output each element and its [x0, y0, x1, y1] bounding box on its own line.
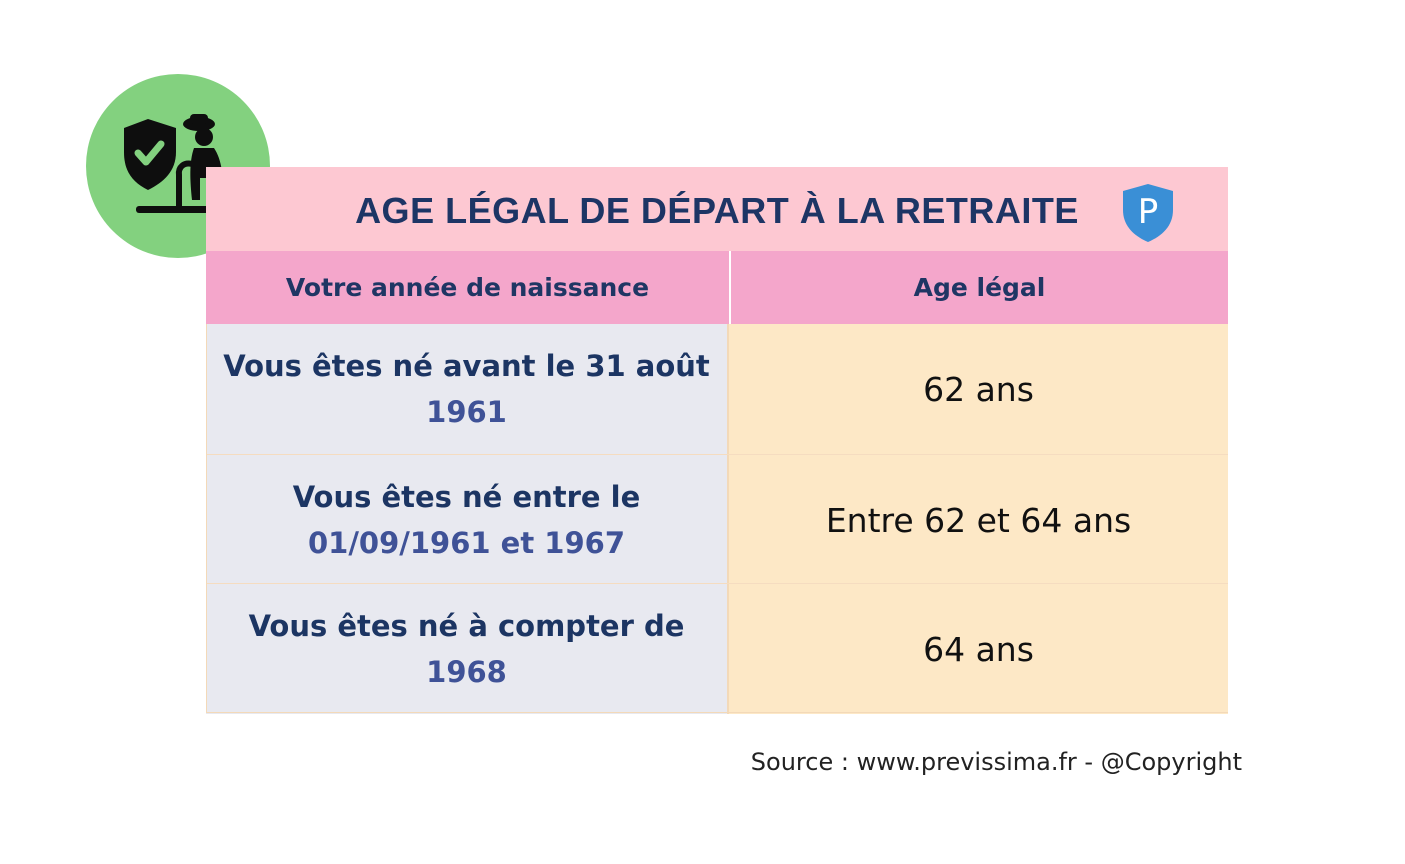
retirement-age-table: AGE LÉGAL DE DÉPART À LA RETRAITE Votre … — [206, 167, 1228, 714]
previssima-logo: P — [1120, 182, 1176, 244]
birth-text: Vous êtes né avant le 31 août — [223, 349, 710, 383]
birth-cell: Vous êtes né à compter de 1968 — [206, 584, 729, 714]
birth-cell: Vous êtes né avant le 31 août 1961 — [206, 324, 729, 454]
p-shield-icon: P — [1123, 184, 1173, 242]
legal-age-cell: 64 ans — [729, 584, 1228, 714]
table-row: Vous êtes né à compter de 1968 64 ans — [206, 583, 1228, 714]
badge-circle — [86, 74, 270, 258]
birth-text: Vous êtes né à compter de — [248, 609, 685, 643]
birth-text: Vous êtes né entre le — [292, 480, 641, 514]
legal-age-cell: 62 ans — [729, 324, 1228, 454]
table-header-row: Votre année de naissance Age légal — [206, 251, 1228, 324]
header-legal-age: Age légal — [913, 273, 1046, 302]
legal-age-cell: Entre 62 et 64 ans — [729, 455, 1228, 585]
table-row: Vous êtes né entre le 01/09/1961 et 1967… — [206, 454, 1228, 585]
title-bar: AGE LÉGAL DE DÉPART À LA RETRAITE — [206, 167, 1228, 251]
birth-cell: Vous êtes né entre le 01/09/1961 et 1967 — [206, 455, 729, 585]
table-row: Vous êtes né avant le 31 août 1961 62 an… — [206, 324, 1228, 454]
birth-highlight: 01/09/1961 et 1967 — [307, 526, 626, 560]
logo-letter: P — [1138, 192, 1159, 232]
birth-highlight: 1968 — [426, 655, 507, 689]
birth-highlight: 1961 — [426, 395, 507, 429]
retiree-shield-icon — [124, 114, 230, 213]
page-title: AGE LÉGAL DE DÉPART À LA RETRAITE — [355, 190, 1079, 231]
header-birth-year: Votre année de naissance — [206, 251, 731, 324]
source-credit: Source : www.previssima.fr - @Copyright — [750, 748, 1242, 776]
